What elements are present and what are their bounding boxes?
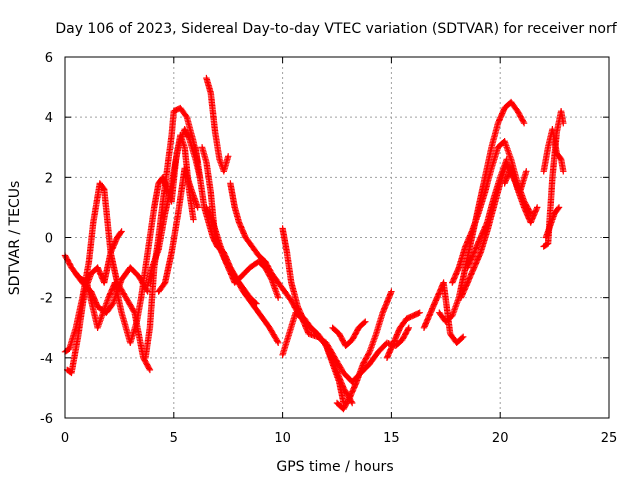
x-tick-label: 0 — [61, 431, 69, 446]
y-tick-labels: -6 -4 -2 0 2 4 6 — [40, 51, 53, 427]
y-tick-label: -6 — [40, 412, 53, 427]
x-tick-label: 5 — [170, 431, 178, 446]
x-tick-label: 10 — [274, 431, 291, 446]
series-markers — [72, 264, 151, 316]
x-tick-label: 15 — [383, 431, 400, 446]
y-tick-label: 6 — [45, 51, 53, 66]
axis-ticks — [64, 56, 610, 419]
x-tick-label: 20 — [492, 431, 509, 446]
series-markers — [329, 318, 369, 349]
series-track-8 — [155, 165, 201, 295]
y-axis-label: SDTVAR / TECUs — [7, 181, 23, 296]
x-tick-label: 25 — [601, 431, 618, 446]
series-markers — [333, 288, 395, 413]
series-track-28 — [542, 204, 563, 241]
series-track-25 — [501, 165, 541, 226]
y-tick-label: -4 — [40, 352, 53, 367]
series-track-27 — [540, 126, 567, 175]
x-tick-labels: 0 5 10 15 20 25 — [61, 431, 617, 446]
series-track-16 — [333, 288, 395, 413]
chart-title: Day 106 of 2023, Sidereal Day-to-day VTE… — [55, 21, 617, 37]
series-track-24 — [464, 156, 510, 271]
series-markers — [540, 126, 567, 175]
y-tick-label: -2 — [40, 292, 53, 307]
series-track-20 — [420, 279, 467, 346]
series-track-13 — [203, 204, 282, 346]
series-track-4 — [72, 264, 151, 316]
y-tick-label: 4 — [45, 111, 53, 126]
x-axis-label: GPS time / hours — [276, 459, 393, 475]
series-markers — [203, 74, 232, 175]
y-tick-label: 2 — [45, 171, 53, 186]
series-track-14 — [279, 225, 356, 407]
series-markers — [203, 204, 282, 346]
series-markers — [279, 225, 356, 407]
series-layer — [61, 74, 567, 413]
series-track-19 — [383, 309, 423, 361]
series-markers — [501, 165, 541, 226]
series-markers — [383, 309, 423, 361]
series-track-3 — [64, 228, 125, 377]
series-markers — [155, 165, 201, 295]
series-markers — [464, 156, 510, 271]
y-tick-label: 0 — [45, 232, 53, 247]
series-markers — [542, 204, 563, 241]
series-markers — [420, 279, 467, 346]
series-track-9 — [203, 74, 232, 175]
series-track-17 — [329, 318, 369, 349]
series-markers — [64, 228, 125, 377]
